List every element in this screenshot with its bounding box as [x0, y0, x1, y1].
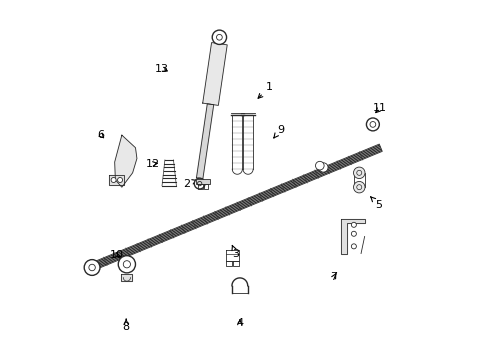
Circle shape: [111, 177, 116, 183]
Polygon shape: [121, 274, 132, 282]
Circle shape: [353, 181, 364, 193]
Text: 1: 1: [258, 82, 272, 98]
Circle shape: [84, 260, 100, 275]
Text: 3: 3: [231, 246, 239, 258]
Text: 11: 11: [372, 103, 386, 113]
Text: 12: 12: [146, 159, 160, 169]
Circle shape: [212, 30, 226, 44]
Circle shape: [351, 222, 356, 227]
Bar: [196, 179, 210, 184]
Circle shape: [351, 231, 356, 236]
Text: 10: 10: [110, 250, 124, 260]
Text: 2: 2: [183, 179, 196, 189]
Polygon shape: [341, 220, 364, 253]
Polygon shape: [115, 135, 137, 187]
Circle shape: [366, 118, 379, 131]
Text: 4: 4: [236, 319, 243, 328]
Text: 9: 9: [273, 125, 284, 138]
Text: 5: 5: [370, 197, 382, 210]
Text: 7: 7: [330, 272, 337, 282]
Circle shape: [117, 177, 122, 183]
Polygon shape: [109, 175, 123, 185]
Text: 8: 8: [122, 319, 129, 332]
Text: 13: 13: [155, 64, 169, 74]
Circle shape: [194, 178, 204, 189]
Polygon shape: [196, 104, 213, 179]
Circle shape: [118, 256, 135, 273]
Circle shape: [318, 163, 327, 172]
Circle shape: [351, 244, 356, 249]
Circle shape: [353, 167, 364, 179]
Polygon shape: [203, 42, 227, 105]
Text: 6: 6: [98, 130, 104, 140]
Circle shape: [315, 161, 324, 170]
